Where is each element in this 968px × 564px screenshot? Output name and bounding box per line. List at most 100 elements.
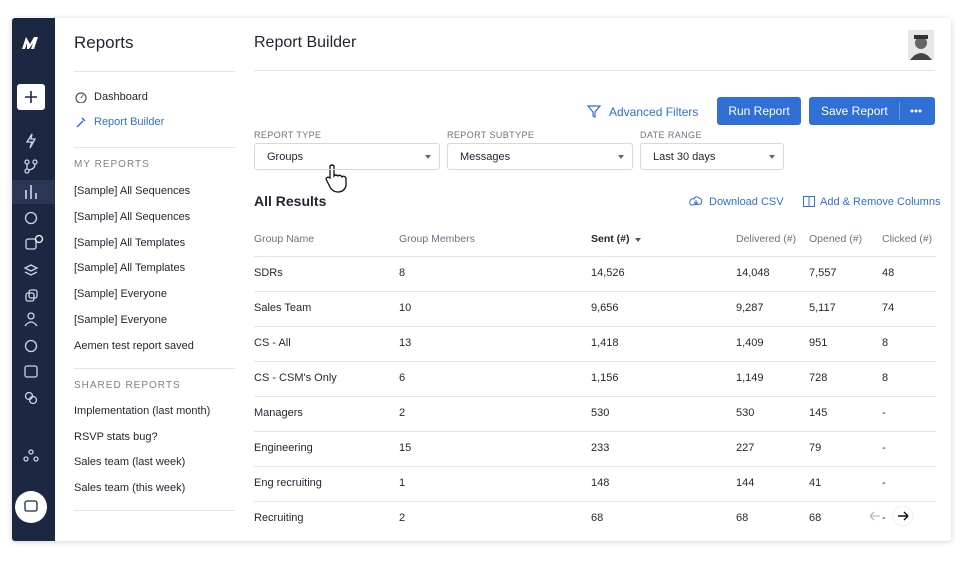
table-cell: 9,656 <box>591 302 619 314</box>
filter-label: REPORT SUBTYPE <box>447 130 535 140</box>
table-cell: 6 <box>399 372 406 384</box>
column-header[interactable]: Clicked (#) <box>882 233 933 245</box>
table-cell: 7,557 <box>809 267 837 279</box>
table-cell: 233 <box>591 442 610 454</box>
table-cell: 74 <box>882 302 895 314</box>
table-cell: Managers <box>254 407 303 419</box>
table-cell: 1,156 <box>591 372 619 384</box>
divider <box>74 510 235 511</box>
table-cell: Eng recruiting <box>254 477 322 489</box>
column-header[interactable]: Delivered (#) <box>736 233 797 245</box>
filter-label: REPORT TYPE <box>254 130 322 140</box>
divider <box>74 71 235 72</box>
nav-link[interactable]: Dashboard <box>94 91 148 103</box>
builder-icon <box>76 117 86 128</box>
table-cell: 8 <box>399 267 406 279</box>
advanced-filters[interactable]: Advanced Filters <box>609 105 699 119</box>
chat-button[interactable] <box>15 491 47 523</box>
table-cell: 8 <box>882 337 889 349</box>
table-cell: 48 <box>882 267 895 279</box>
report-link[interactable]: [Sample] All Sequences <box>74 210 191 223</box>
table-cell: 1,418 <box>591 337 619 349</box>
filter-dropdown[interactable]: Messages <box>447 143 633 170</box>
table-cell: 728 <box>809 372 828 384</box>
download-csv[interactable]: Download CSV <box>709 196 784 208</box>
logo[interactable] <box>22 37 38 49</box>
table-cell: 145 <box>809 407 828 419</box>
plus-icon <box>25 91 37 103</box>
row-divider <box>254 501 936 502</box>
table-cell: 2 <box>399 512 406 524</box>
pagination <box>869 506 914 527</box>
row-divider <box>254 431 936 432</box>
report-link[interactable]: RSVP stats bug? <box>74 430 158 443</box>
report-link[interactable]: Aemen test report saved <box>74 339 194 352</box>
table-cell: CS - CSM's Only <box>254 372 337 384</box>
column-header[interactable]: Sent (#) <box>591 233 641 245</box>
table-cell: 951 <box>809 337 828 349</box>
chat-icon <box>24 500 38 512</box>
columns-action[interactable]: Add & Remove Columns <box>820 196 941 208</box>
nav-link-active[interactable]: Report Builder <box>94 116 165 128</box>
table-cell: 2 <box>399 407 406 419</box>
table-cell: Recruiting <box>254 512 304 524</box>
table-cell: 68 <box>809 512 822 524</box>
report-link[interactable]: Implementation (last month) <box>74 405 211 417</box>
run-report-button[interactable]: Run Report <box>717 97 801 125</box>
rail-icon-group[interactable] <box>23 133 44 462</box>
reports-icon[interactable] <box>25 185 37 199</box>
table-cell: 15 <box>399 442 412 454</box>
table-cell: Sales Team <box>254 302 312 314</box>
section-heading: MY REPORTS <box>74 159 150 170</box>
filter-dropdown[interactable]: Last 30 days <box>640 143 784 170</box>
page-title: Report Builder <box>254 34 357 51</box>
results-title: All Results <box>254 193 327 209</box>
save-report-button[interactable]: Save Report <box>809 97 935 125</box>
table-cell: 14,048 <box>736 267 770 279</box>
table-cell: 1,149 <box>736 372 764 384</box>
column-header[interactable]: Group Name <box>254 233 315 245</box>
report-link[interactable]: [Sample] Everyone <box>74 288 167 301</box>
avatar[interactable] <box>908 30 934 60</box>
row-divider <box>254 361 936 362</box>
separator <box>899 102 900 120</box>
more-icon <box>910 109 922 113</box>
report-link[interactable]: Sales team (last week) <box>74 456 186 469</box>
divider <box>254 70 935 71</box>
report-link[interactable]: [Sample] All Templates <box>74 236 186 249</box>
column-header[interactable]: Group Members <box>399 233 475 245</box>
row-divider <box>254 396 936 397</box>
report-link[interactable]: [Sample] Everyone <box>74 314 167 326</box>
report-link[interactable]: [Sample] All Templates <box>74 262 186 275</box>
sidebar-title: Reports <box>74 33 134 52</box>
row-divider <box>254 256 936 257</box>
cursor <box>325 164 347 193</box>
dashboard-icon <box>75 92 87 103</box>
table-cell: 10 <box>399 302 412 314</box>
table-cell: 1 <box>399 477 406 489</box>
filter-dropdown[interactable]: Groups <box>254 143 440 170</box>
table-cell: 148 <box>591 477 610 489</box>
download-icon <box>689 196 703 206</box>
table-cell: - <box>882 442 886 454</box>
table-cell: 530 <box>591 407 610 419</box>
section-heading: SHARED REPORTS <box>74 380 181 391</box>
table-cell: 9,287 <box>736 302 764 314</box>
table-cell: SDRs <box>254 267 283 279</box>
row-divider <box>254 326 936 327</box>
rail-icons <box>12 37 55 523</box>
divider <box>74 147 235 148</box>
report-link[interactable]: [Sample] All Sequences <box>74 185 191 197</box>
column-header[interactable]: Opened (#) <box>809 233 863 245</box>
table-cell: 144 <box>736 477 755 489</box>
table-cell: 530 <box>736 407 755 419</box>
report-link[interactable]: Sales team (this week) <box>74 482 186 495</box>
row-divider <box>254 466 936 467</box>
table-cell: 5,117 <box>809 302 836 314</box>
filter-label: DATE RANGE <box>640 130 702 140</box>
row-divider <box>254 291 936 292</box>
table-cell: 1,409 <box>736 337 764 349</box>
table-cell: - <box>882 512 886 524</box>
save-label: Save Report <box>821 104 888 118</box>
